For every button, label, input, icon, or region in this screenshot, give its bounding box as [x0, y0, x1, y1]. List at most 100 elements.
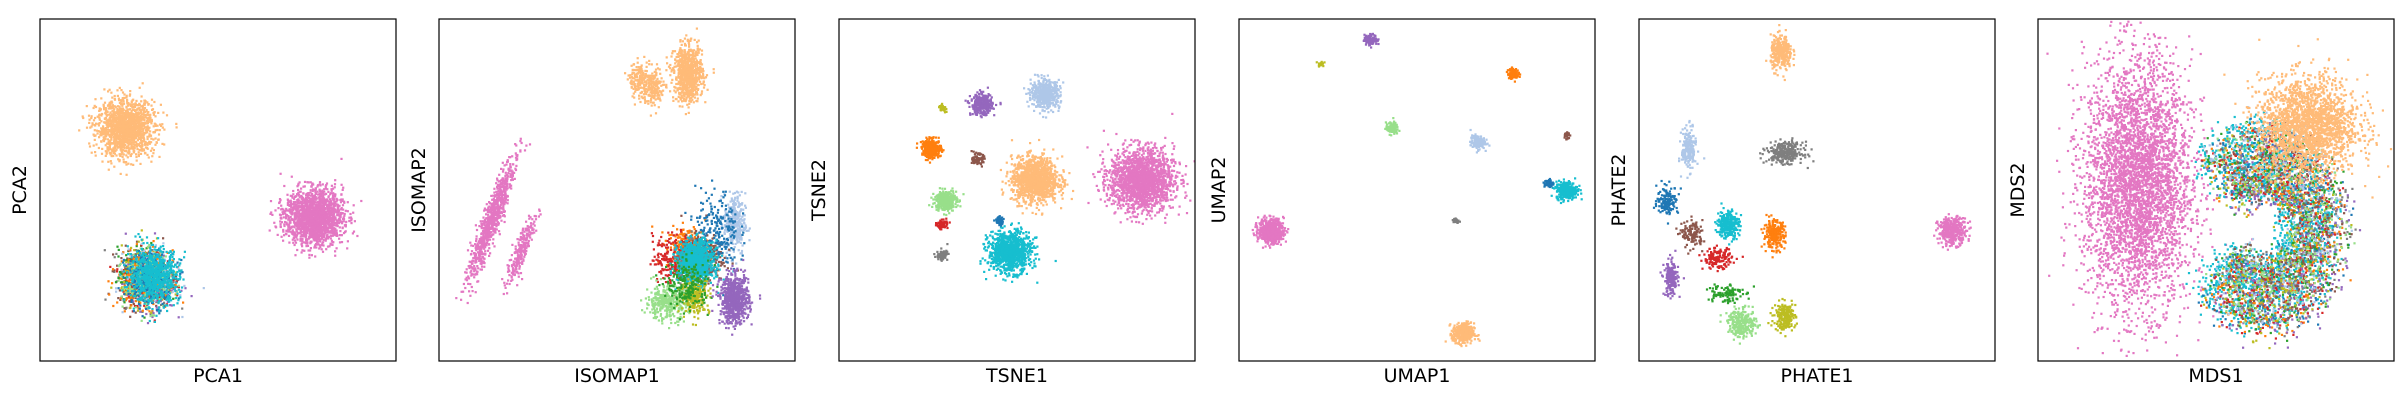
point	[287, 224, 290, 227]
point	[137, 240, 140, 243]
point	[141, 310, 144, 313]
point	[303, 213, 306, 216]
point	[104, 137, 107, 140]
point	[88, 145, 92, 148]
point	[148, 135, 151, 138]
point	[129, 120, 132, 123]
point	[338, 222, 341, 225]
point	[115, 140, 118, 143]
point	[112, 147, 115, 150]
point	[293, 195, 297, 198]
point	[324, 238, 327, 241]
point	[346, 201, 349, 204]
point	[313, 235, 316, 238]
point	[323, 225, 326, 228]
point	[311, 205, 314, 209]
point	[134, 300, 137, 303]
point	[181, 315, 184, 319]
point	[131, 126, 135, 130]
point	[296, 232, 299, 235]
point	[101, 133, 104, 136]
point	[124, 232, 127, 235]
point	[132, 287, 135, 291]
point	[139, 141, 142, 144]
point	[128, 300, 131, 303]
point	[140, 294, 143, 297]
point	[105, 142, 109, 145]
point	[312, 202, 315, 205]
point	[153, 122, 156, 125]
point	[271, 213, 274, 216]
point	[326, 237, 329, 240]
point	[316, 203, 319, 206]
point	[143, 152, 147, 155]
point	[285, 221, 288, 224]
point	[130, 141, 133, 144]
point	[111, 268, 115, 271]
point	[139, 272, 142, 275]
point	[325, 192, 328, 195]
point	[318, 247, 321, 250]
point	[319, 203, 322, 206]
point	[332, 223, 335, 226]
point	[306, 241, 309, 244]
point	[287, 217, 290, 220]
point	[139, 137, 142, 140]
point	[338, 241, 342, 244]
point	[143, 316, 146, 319]
point	[293, 197, 296, 200]
point	[142, 113, 145, 116]
point	[326, 236, 329, 239]
point	[176, 294, 179, 297]
point	[140, 95, 143, 98]
point	[292, 193, 295, 196]
point	[320, 229, 323, 232]
point	[300, 202, 303, 205]
point	[123, 310, 126, 313]
point	[319, 217, 323, 220]
point	[166, 300, 169, 304]
point	[283, 223, 286, 226]
point	[312, 210, 315, 213]
point	[299, 237, 302, 241]
point	[293, 205, 296, 208]
point	[156, 251, 159, 254]
point	[300, 251, 303, 254]
point	[306, 225, 310, 228]
point	[332, 227, 335, 230]
point	[113, 139, 116, 142]
point	[320, 190, 323, 193]
point	[134, 130, 137, 134]
point	[308, 205, 311, 208]
point	[118, 99, 121, 102]
point	[317, 214, 320, 217]
point	[308, 235, 311, 238]
point	[282, 228, 285, 231]
point	[283, 224, 286, 228]
point	[126, 257, 129, 260]
point	[140, 147, 143, 151]
point	[100, 97, 103, 100]
point	[105, 152, 108, 155]
point	[112, 122, 115, 125]
point	[332, 203, 336, 206]
point	[101, 112, 104, 116]
point	[128, 148, 131, 151]
point	[126, 138, 129, 141]
point	[129, 278, 132, 281]
point	[146, 101, 149, 104]
point	[304, 198, 307, 202]
point	[170, 289, 173, 292]
point	[323, 227, 326, 230]
point	[118, 135, 121, 138]
point	[110, 115, 113, 118]
point	[317, 235, 320, 238]
point	[92, 119, 96, 122]
point	[305, 215, 308, 218]
point	[333, 209, 336, 212]
point	[335, 219, 339, 222]
point	[120, 153, 123, 156]
point	[123, 93, 126, 96]
point	[90, 125, 93, 128]
